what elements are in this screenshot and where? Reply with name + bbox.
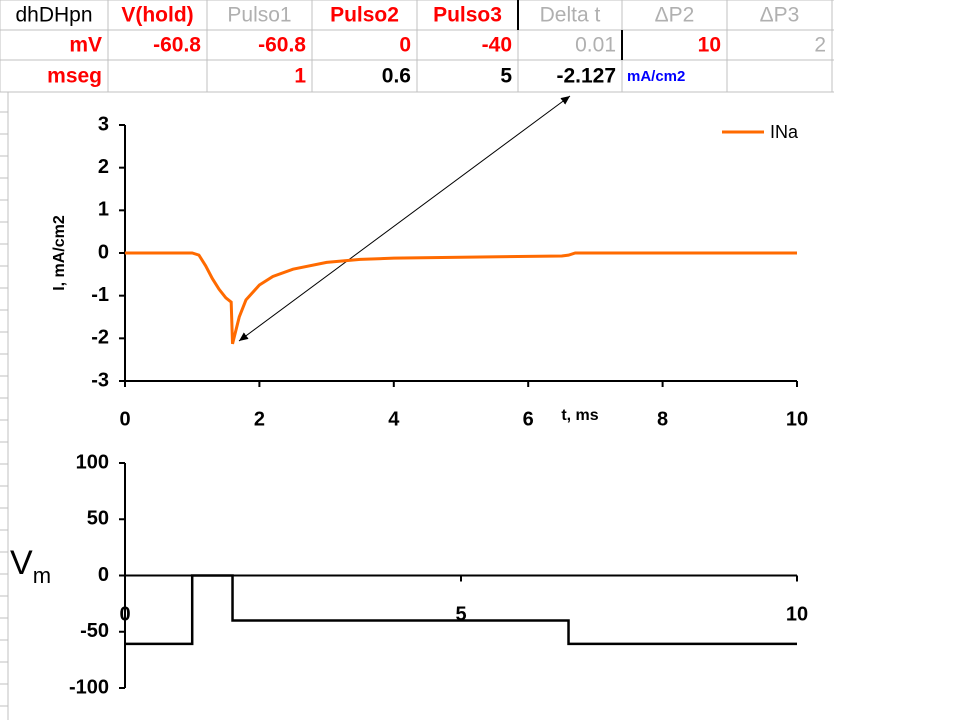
cell-text: 0.6 <box>382 65 411 88</box>
row-ticks <box>0 111 8 707</box>
cell-text: 2 <box>814 34 826 57</box>
y-tick-label: -3 <box>91 369 109 391</box>
cell-text: 5 <box>500 65 512 88</box>
cell-text: ΔP2 <box>655 4 695 27</box>
cell-text: mV <box>69 34 102 57</box>
cell-text: dhDHpn <box>15 4 92 27</box>
y-tick-label: 0 <box>98 241 109 263</box>
x-tick-label: 6 <box>523 408 534 430</box>
y-label-main: V <box>10 544 33 582</box>
y-tick-label: 50 <box>87 508 109 530</box>
x-axis-label: t, ms <box>561 407 598 424</box>
cell-text: ΔP3 <box>760 4 800 27</box>
y-axis-label: Vm <box>10 544 51 588</box>
y-tick-label: -50 <box>80 620 109 642</box>
x-tick-label: 0 <box>119 603 130 625</box>
y-label-sub: m <box>33 563 51 588</box>
cell-text: 1 <box>294 65 306 88</box>
y-tick-label: 100 <box>76 451 109 473</box>
cell-text: Pulso2 <box>330 4 399 27</box>
y-tick-label: 0 <box>98 564 109 586</box>
x-tick-label: 5 <box>455 603 466 625</box>
y-tick-label: -1 <box>91 284 109 306</box>
cell-text: Pulso3 <box>433 4 502 27</box>
cell-text: -60.8 <box>153 34 201 57</box>
series-line <box>125 251 797 345</box>
annotation-arrow <box>238 95 571 342</box>
cell-text: Delta t <box>540 4 601 27</box>
cell-text: -60.8 <box>258 34 306 57</box>
cell-text: mA/cm2 <box>627 68 685 85</box>
legend-label: INa <box>770 122 799 142</box>
cell-text: 0.01 <box>575 34 616 57</box>
y-tick-label: -100 <box>69 676 109 698</box>
cell-text: mseg <box>47 65 102 88</box>
spreadsheet: dhDHpn V(hold) Pulso1 Pulso2 Pulso3 Delta t ΔP… <box>0 0 834 93</box>
y-axis-label: I, mA/cm2 <box>51 215 68 291</box>
cell-text: -2.127 <box>556 65 616 88</box>
cell-text: 10 <box>698 34 721 57</box>
x-tick-label: 0 <box>119 408 130 430</box>
series-line <box>125 574 797 646</box>
cell-text: -40 <box>482 34 512 57</box>
y-tick-label: 3 <box>98 113 109 135</box>
x-tick-label: 8 <box>657 408 668 430</box>
x-tick-label: 10 <box>786 408 808 430</box>
x-tick-label: 10 <box>786 603 808 625</box>
y-tick-label: 2 <box>98 156 109 178</box>
cell-text: 0 <box>399 34 411 57</box>
cell-text: V(hold) <box>121 4 193 27</box>
y-tick-label: -2 <box>91 327 109 349</box>
x-tick-label: 4 <box>388 408 400 430</box>
y-tick-label: 1 <box>98 199 109 221</box>
cell-text: Pulso1 <box>227 4 291 27</box>
x-tick-label: 2 <box>254 408 265 430</box>
